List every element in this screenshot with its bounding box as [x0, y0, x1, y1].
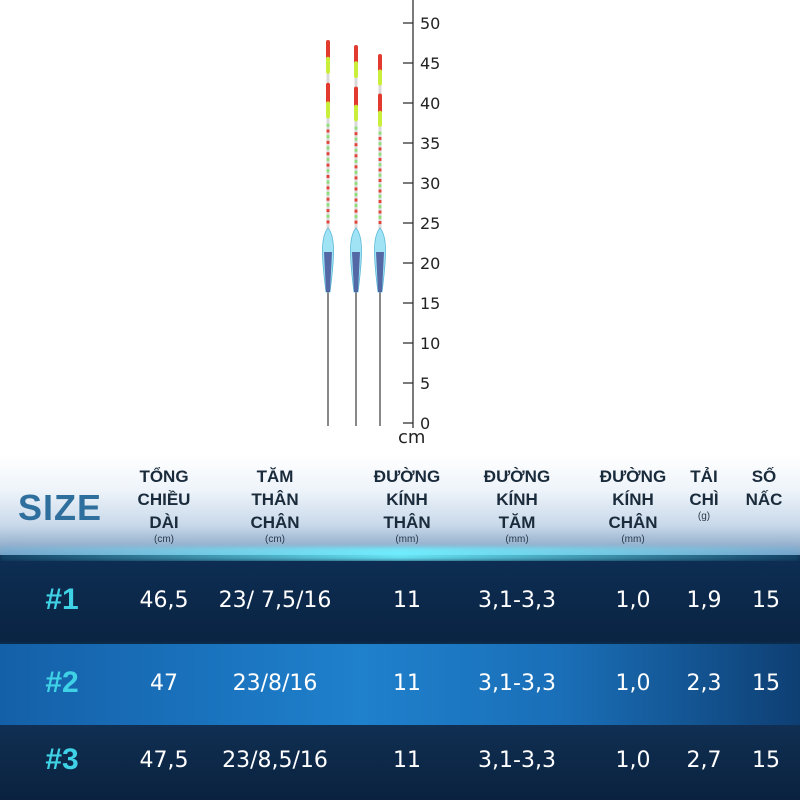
- float-body-shade: [376, 252, 384, 292]
- size-number: #3: [45, 743, 79, 776]
- header-line: CHÌ: [689, 490, 719, 509]
- header-line: ĐƯỜNG: [483, 467, 551, 486]
- header-line: TẢI: [690, 467, 718, 486]
- foot-diameter-cell: 1,0: [615, 671, 651, 696]
- ruler-unit-label: cm: [398, 427, 426, 448]
- header-unit: (cm): [265, 534, 285, 545]
- header-line: SỐ: [751, 467, 777, 486]
- spec-table: SIZE TỔNG CHIỀU DÀI (cm) TĂM THÂN CHÂN (…: [0, 455, 800, 800]
- body-diameter-cell: 11: [393, 748, 421, 773]
- header-line: KÍNH: [386, 490, 428, 509]
- header-tip-body-foot: TĂM THÂN CHÂN (cm): [225, 465, 325, 545]
- float-body-shade: [324, 252, 332, 292]
- header-line: NẤC: [745, 490, 783, 509]
- size-column-title: SIZE: [18, 487, 103, 528]
- table-row: #3 47,5 23/8,5/16 11 3,1-3,3 1,0 2,7 15: [0, 725, 800, 800]
- header-lead-load: TẢI CHÌ (g): [680, 465, 728, 522]
- ruler-tick-label: 0: [420, 414, 430, 433]
- header-unit: (cm): [154, 534, 174, 545]
- header-line: THÂN: [383, 513, 431, 532]
- ruler-tick-label: 10: [420, 334, 440, 353]
- body-diameter-cell: 11: [393, 671, 421, 696]
- size-number: #1: [45, 583, 79, 616]
- header-line: KÍNH: [612, 490, 654, 509]
- header-notch-count: SỐ NẤC: [736, 465, 792, 511]
- header-line: THÂN: [251, 490, 299, 509]
- float-size-figure: 0 5 10 15 20 25 30 35 40 45 50 cm: [322, 0, 440, 448]
- ruler-tick-label: 40: [420, 94, 440, 113]
- ruler: 0 5 10 15 20 25 30 35 40 45 50: [403, 0, 440, 433]
- header-foot-diameter: ĐƯỜNG KÍNH CHÂN (mm): [586, 465, 680, 545]
- ruler-tick-label: 50: [420, 14, 440, 33]
- ruler-tick-label: 30: [420, 174, 440, 193]
- tip-diameter-cell: 3,1-3,3: [478, 748, 556, 773]
- header-line: DÀI: [149, 513, 179, 532]
- lead-load-cell: 2,3: [686, 671, 722, 696]
- total-length-cell: 47,5: [139, 748, 189, 773]
- tip-body-foot-cell: 23/8,5/16: [222, 748, 328, 773]
- floats-group: [322, 40, 386, 426]
- header-body-diameter: ĐƯỜNG KÍNH THÂN (mm): [360, 465, 454, 545]
- total-length-cell: 47: [150, 671, 178, 696]
- header-total-length: TỔNG CHIỀU DÀI (cm): [120, 465, 208, 545]
- float-ruler-illustration: 0 5 10 15 20 25 30 35 40 45 50: [322, 0, 440, 433]
- header-line: CHÂN: [250, 513, 300, 532]
- tip-body-foot-cell: 23/8/16: [232, 671, 318, 696]
- body-diameter-cell: 11: [393, 588, 421, 613]
- tip-diameter-cell: 3,1-3,3: [478, 671, 556, 696]
- table-row: #2 47 23/8/16 11 3,1-3,3 1,0 2,3 15: [0, 644, 800, 725]
- header-unit: (g): [697, 511, 711, 522]
- lead-load-cell: 1,9: [686, 588, 722, 613]
- total-length-cell: 46,5: [139, 588, 189, 613]
- header-tip-diameter: ĐƯỜNG KÍNH TĂM (mm): [470, 465, 564, 545]
- header-glow-divider: [0, 547, 800, 561]
- notch-count-cell: 15: [752, 588, 780, 613]
- ruler-tick-label: 15: [420, 294, 440, 313]
- header-line: CHIỀU: [137, 490, 191, 509]
- foot-diameter-cell: 1,0: [615, 588, 651, 613]
- header-line: KÍNH: [496, 490, 538, 509]
- size-number: #2: [45, 666, 79, 699]
- ruler-tick-label: 35: [420, 134, 440, 153]
- header-line: TĂM: [498, 513, 536, 532]
- header-unit: (mm): [621, 534, 645, 545]
- ruler-tick-label: 25: [420, 214, 440, 233]
- header-unit: (mm): [505, 534, 529, 545]
- header-line: ĐƯỜNG: [599, 467, 667, 486]
- notch-count-cell: 15: [752, 748, 780, 773]
- header-line: TĂM: [256, 467, 294, 486]
- header-line: TỔNG: [139, 467, 189, 486]
- table-header-row: SIZE TỔNG CHIỀU DÀI (cm) TĂM THÂN CHÂN (…: [0, 455, 800, 555]
- float-body-shade: [352, 252, 360, 292]
- lead-load-cell: 2,7: [686, 748, 722, 773]
- tip-diameter-cell: 3,1-3,3: [478, 588, 556, 613]
- table-row: #1 46,5 23/ 7,5/16 11 3,1-3,3 1,0 1,9 15: [0, 561, 800, 642]
- tip-body-foot-cell: 23/ 7,5/16: [218, 588, 332, 613]
- notch-count-cell: 15: [752, 671, 780, 696]
- header-line: CHÂN: [608, 513, 658, 532]
- ruler-tick-label: 5: [420, 374, 430, 393]
- ruler-tick-label: 20: [420, 254, 440, 273]
- foot-diameter-cell: 1,0: [615, 748, 651, 773]
- header-line: ĐƯỜNG: [373, 467, 441, 486]
- ruler-tick-label: 45: [420, 54, 440, 73]
- header-unit: (mm): [395, 534, 419, 545]
